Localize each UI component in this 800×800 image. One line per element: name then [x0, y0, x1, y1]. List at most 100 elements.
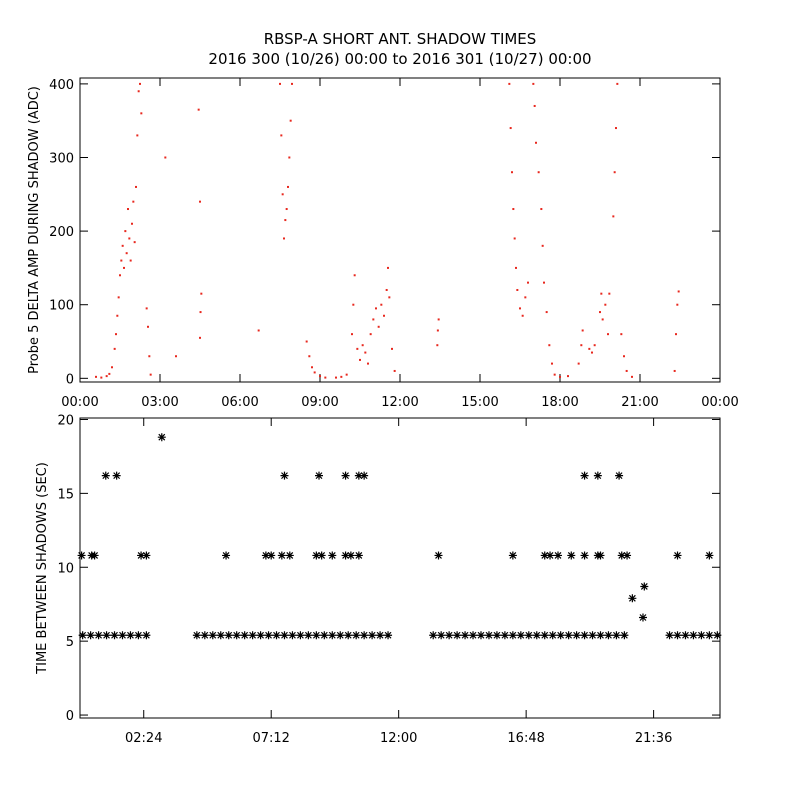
dot-point	[380, 303, 383, 306]
asterisk-point	[492, 631, 501, 640]
dot-point	[631, 375, 633, 378]
dot-point	[527, 281, 529, 284]
asterisk-point	[94, 631, 103, 640]
asterisk-point	[112, 471, 121, 480]
y-tick-label: 300	[49, 151, 74, 166]
asterisk-point	[540, 631, 549, 640]
asterisk-point	[567, 551, 576, 560]
dot-point	[600, 292, 603, 295]
dot-point	[608, 292, 611, 295]
asterisk-point	[328, 551, 337, 560]
dot-point	[199, 336, 201, 339]
dot-point	[113, 347, 116, 350]
dot-point	[512, 208, 515, 211]
dot-point	[387, 266, 389, 269]
asterisk-point	[352, 631, 361, 640]
asterisk-point	[118, 631, 127, 640]
y-tick-label: 10	[57, 561, 74, 576]
dot-point	[288, 156, 291, 159]
dot-point	[515, 266, 517, 269]
dot-point	[612, 215, 615, 218]
dot-point	[588, 347, 591, 350]
dot-point	[377, 325, 380, 328]
dot-point	[356, 347, 359, 350]
dot-point	[136, 134, 139, 137]
asterisk-point	[540, 551, 549, 560]
asterisk-point	[137, 551, 146, 560]
asterisk-point	[445, 631, 454, 640]
y-axis-label: TIME BETWEEN SHADOWS (SEC)	[35, 462, 50, 675]
asterisk-point	[341, 551, 350, 560]
dot-point	[319, 375, 321, 378]
dot-point	[361, 344, 364, 347]
asterisk-point	[232, 631, 241, 640]
asterisk-point	[285, 551, 294, 560]
x-tick-label: 02:24	[125, 731, 162, 746]
asterisk-point	[336, 631, 345, 640]
dot-point	[436, 329, 439, 332]
asterisk-point	[516, 631, 525, 640]
asterisk-point	[500, 631, 509, 640]
dot-point	[127, 208, 129, 211]
y-tick-label: 0	[66, 709, 74, 724]
dot-point	[581, 329, 584, 332]
asterisk-point	[484, 631, 493, 640]
dot-point	[125, 252, 128, 255]
x-tick-label: 12:00	[380, 731, 417, 746]
dot-point	[108, 372, 111, 375]
dot-point	[521, 314, 524, 317]
asterisk-point	[705, 551, 714, 560]
asterisk-point	[267, 551, 276, 560]
x-tick-label: 12:00	[381, 395, 418, 410]
asterisk-point	[142, 631, 151, 640]
asterisk-point	[580, 551, 589, 560]
asterisk-point	[429, 631, 438, 640]
asterisk-point	[110, 631, 119, 640]
dot-point	[335, 376, 337, 379]
asterisk-point	[384, 631, 393, 640]
asterisk-point	[596, 631, 605, 640]
asterisk-point	[157, 433, 166, 442]
dot-point	[623, 355, 625, 358]
dot-point	[599, 311, 601, 314]
asterisk-point	[689, 631, 698, 640]
asterisk-point	[248, 631, 257, 640]
dot-point	[580, 344, 583, 347]
dot-point	[519, 307, 521, 310]
asterisk-point	[224, 631, 233, 640]
dot-point	[364, 351, 367, 354]
dot-point	[105, 375, 108, 378]
asterisk-point	[713, 631, 722, 640]
dot-point	[673, 369, 676, 372]
dot-point	[591, 351, 593, 354]
x-tick-label: 15:00	[461, 395, 498, 410]
asterisk-point	[673, 631, 682, 640]
y-tick-label: 100	[49, 299, 74, 314]
asterisk-point	[102, 631, 111, 640]
dot-point	[289, 119, 292, 122]
asterisk-point	[328, 631, 337, 640]
asterisk-point	[77, 551, 86, 560]
dot-point	[351, 333, 353, 336]
dot-point	[100, 376, 103, 379]
dot-point	[340, 375, 343, 378]
dot-point	[124, 230, 127, 233]
asterisk-point	[280, 471, 289, 480]
x-tick-label: 07:12	[252, 731, 289, 746]
asterisk-point	[508, 631, 517, 640]
asterisk-point	[101, 471, 110, 480]
dot-point	[616, 82, 619, 85]
dot-point	[553, 373, 556, 376]
dot-point	[551, 362, 553, 365]
dot-point	[359, 358, 361, 361]
dot-point	[287, 185, 289, 188]
dot-point	[516, 288, 519, 291]
asterisk-point	[360, 631, 369, 640]
dot-point	[129, 259, 132, 262]
asterisk-point	[354, 551, 363, 560]
dot-point	[140, 112, 143, 115]
dot-point	[393, 369, 396, 372]
dot-point	[511, 171, 513, 174]
x-tick-label: 00:00	[61, 395, 98, 410]
